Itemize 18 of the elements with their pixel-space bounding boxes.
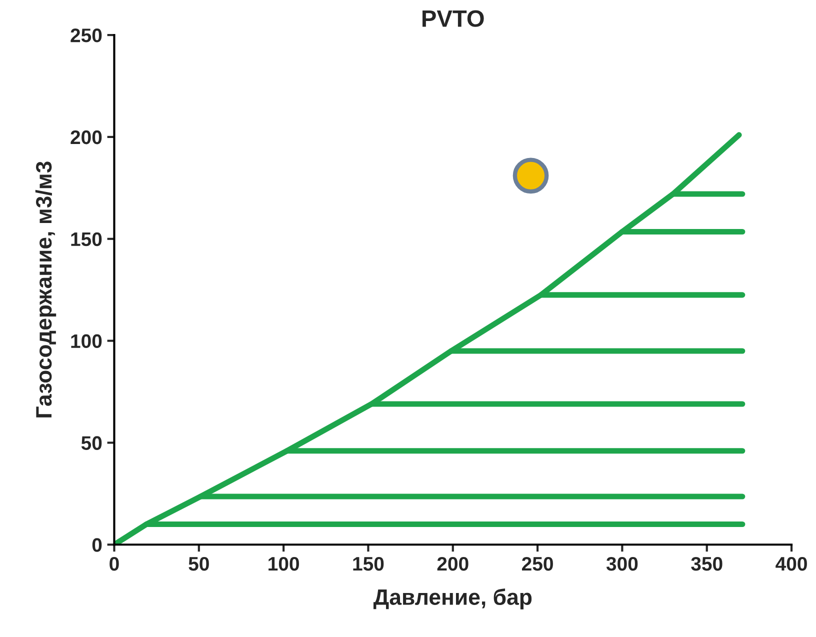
y-tick-label: 200	[70, 130, 102, 144]
x-tick-label: 250	[522, 556, 553, 571]
x-axis-title: Давление, бар	[373, 588, 532, 610]
x-tick-label: 0	[110, 556, 119, 571]
y-tick-label: 100	[71, 334, 102, 348]
x-tick-label: 350	[691, 556, 722, 571]
x-tick-label: 400	[776, 556, 807, 571]
y-tick-label: 250	[70, 28, 102, 42]
y-tick-label: 0	[92, 538, 102, 552]
x-tick-label: 100	[268, 556, 299, 571]
y-tick-label: 150	[71, 232, 102, 246]
x-tick-label: 300	[606, 556, 638, 571]
x-tick-label: 150	[353, 556, 384, 571]
y-tick-label: 50	[81, 436, 102, 450]
chart-title: PVTO	[422, 10, 484, 27]
y-axis-title: Газосодержание, м3/м3	[35, 162, 56, 418]
x-tick-label: 50	[188, 556, 209, 571]
x-tick-label: 200	[437, 556, 468, 571]
